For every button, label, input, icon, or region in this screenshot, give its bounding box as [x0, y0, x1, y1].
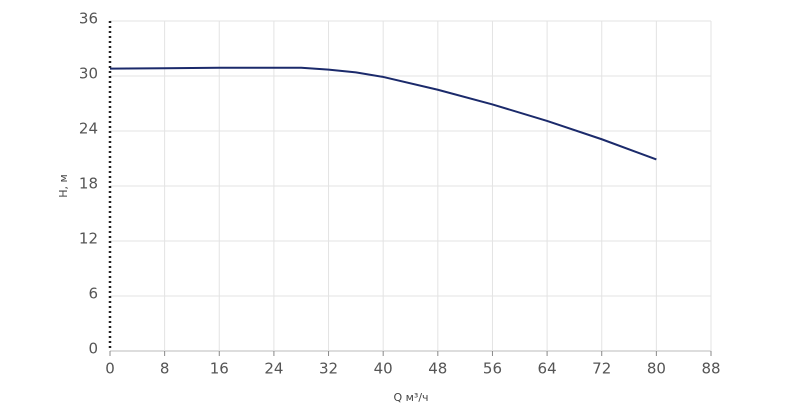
x-tick-label: 48 [428, 360, 447, 378]
x-tick-label: 72 [592, 360, 611, 378]
y-tick-label: 18 [79, 175, 98, 193]
x-tick-label: 24 [264, 360, 283, 378]
x-axis-label: Q м³/ч [393, 391, 428, 404]
x-tick-label: 80 [647, 360, 666, 378]
x-tick-label: 88 [701, 360, 720, 378]
x-tick-label: 0 [105, 360, 115, 378]
y-tick-label: 36 [79, 10, 98, 28]
y-tick-label: 30 [79, 65, 98, 83]
x-tick-label: 8 [160, 360, 170, 378]
series-line [109, 66, 657, 161]
y-tick-label: 6 [88, 285, 98, 303]
y-tick-label: 24 [79, 120, 98, 138]
x-tick-label: 32 [319, 360, 338, 378]
y-tick-label: 0 [88, 340, 98, 358]
x-tick-label: 40 [374, 360, 393, 378]
x-tick-label: 16 [210, 360, 229, 378]
x-tick-label: 56 [483, 360, 502, 378]
y-tick-label: 12 [79, 230, 98, 248]
x-tick-label: 64 [538, 360, 557, 378]
y-axis-label: H, м [57, 174, 70, 198]
